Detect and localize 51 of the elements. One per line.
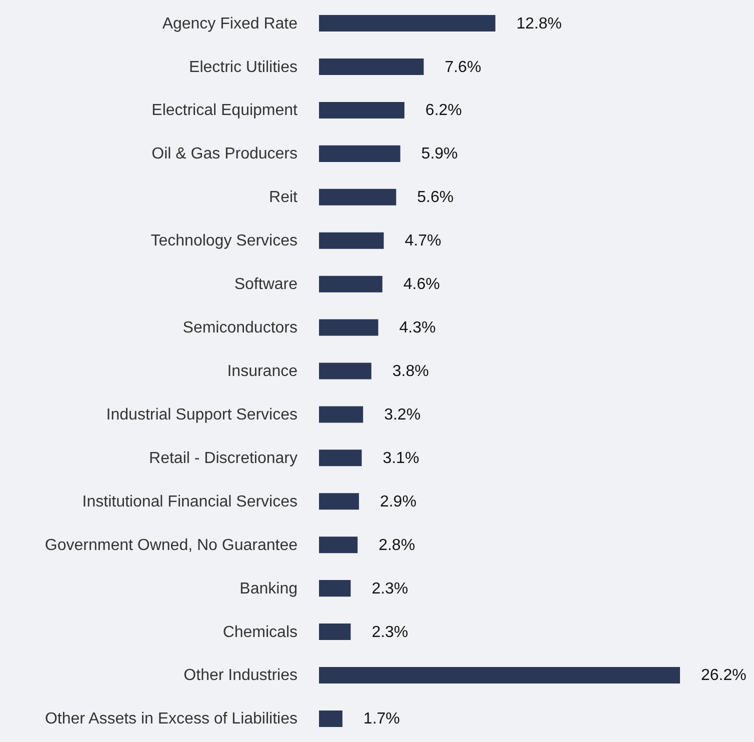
data-label: 2.8%: [378, 536, 416, 554]
y-tick-label: Technology Services: [150, 232, 298, 250]
bar: [319, 406, 364, 423]
data-label: 2.3%: [372, 580, 408, 598]
bar: [319, 102, 404, 118]
bar: [319, 232, 384, 249]
bar: [319, 15, 496, 32]
data-label: 4.3%: [399, 320, 436, 337]
bar: [319, 276, 382, 292]
bar: [319, 493, 359, 510]
bar: [319, 536, 358, 554]
bar: [319, 710, 342, 727]
bar: [319, 624, 351, 640]
data-label: 2.3%: [372, 624, 408, 641]
data-label: 5.9%: [421, 146, 458, 163]
data-label: 6.2%: [425, 102, 462, 120]
bar: [319, 319, 378, 336]
y-tick-label: Other Assets in Excess of Liabilities: [44, 710, 298, 728]
bar: [319, 666, 680, 684]
bar: [319, 145, 400, 162]
data-label: 5.6%: [417, 189, 454, 206]
bar: [319, 580, 351, 597]
y-tick-label: Oil & Gas Producers: [152, 146, 298, 163]
y-tick-label: Electric Utilities: [189, 58, 298, 76]
data-label: 4.7%: [404, 232, 442, 250]
y-tick-label: Other Industries: [184, 667, 298, 684]
y-tick-label: Software: [234, 276, 298, 294]
data-label: 26.2%: [701, 667, 746, 684]
data-label: 7.6%: [444, 58, 482, 76]
y-tick-label: Industrial Support Services: [106, 406, 298, 424]
data-label: 3.2%: [384, 406, 421, 424]
data-label: 3.1%: [382, 450, 420, 467]
data-label: 2.9%: [380, 493, 416, 510]
bar: [319, 188, 396, 206]
y-tick-label: Banking: [240, 580, 298, 598]
data-label: 4.6%: [403, 276, 440, 294]
y-tick-label: Semiconductors: [182, 320, 298, 337]
bar: [319, 362, 372, 380]
data-label: 12.8%: [516, 15, 562, 32]
data-label: 1.7%: [363, 710, 400, 728]
y-tick-label: Reit: [269, 189, 298, 206]
bar: [319, 58, 424, 76]
y-tick-label: Institutional Financial Services: [82, 493, 298, 510]
y-tick-label: Government Owned, No Guarantee: [44, 536, 298, 554]
bar: [319, 450, 362, 466]
y-tick-label: Electrical Equipment: [152, 102, 298, 120]
y-tick-label: Agency Fixed Rate: [162, 15, 298, 32]
y-tick-label: Insurance: [227, 363, 298, 380]
y-tick-label: Retail - Discretionary: [149, 450, 298, 467]
data-label: 3.8%: [392, 363, 429, 380]
y-tick-label: Chemicals: [222, 624, 298, 641]
